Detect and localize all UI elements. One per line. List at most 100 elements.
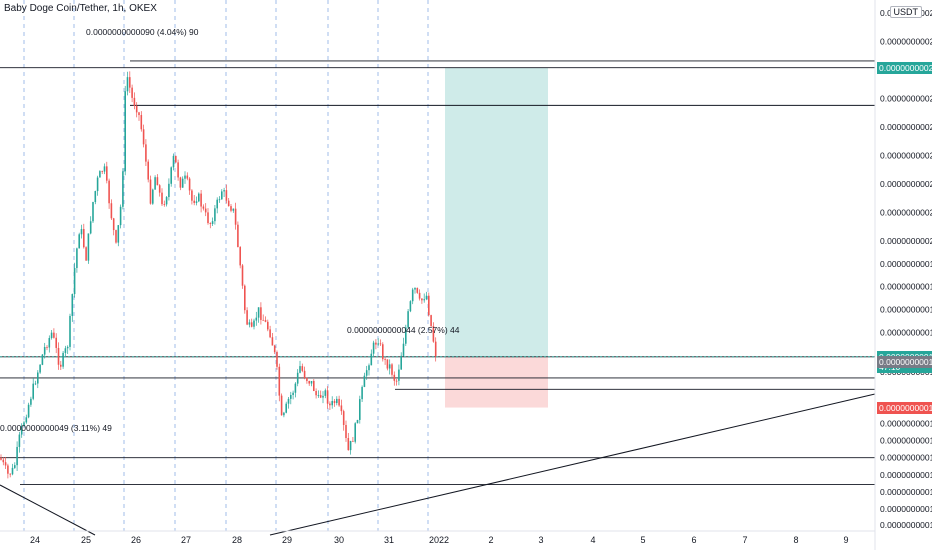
candle-body [4, 462, 7, 466]
candle-body [377, 343, 379, 345]
x-tick-label: 6 [691, 535, 696, 545]
candle-body [140, 115, 143, 130]
candle-body [193, 200, 195, 203]
candle-body [168, 183, 170, 198]
descending-trend-line [0, 484, 96, 536]
candle-body [257, 307, 260, 318]
measure-annotation: 0.0000000000090 (4.04%) 90 [86, 27, 199, 37]
long-position-tool[interactable] [445, 67, 548, 408]
candle-body [363, 375, 366, 387]
candle-body [135, 105, 138, 113]
candle-body [322, 395, 324, 398]
candle-body [372, 342, 375, 354]
stop-price-label: 0.0000000001708 [877, 401, 932, 414]
x-tick-label: 24 [30, 535, 40, 545]
candle-body [96, 177, 99, 192]
candle-body [202, 206, 205, 209]
candle-body [126, 77, 129, 92]
candle-body [43, 347, 46, 355]
candle-body [271, 337, 274, 346]
candle-body [361, 386, 363, 400]
price-axis[interactable]: 0.00000000024000.00000000023500.00000000… [880, 8, 932, 530]
y-tick-label: 0.0000000002350 [880, 37, 932, 47]
candle-body [375, 342, 377, 345]
candle-body [329, 403, 331, 406]
candle-body [276, 352, 278, 367]
loss-zone [445, 356, 548, 408]
candle-body [324, 390, 327, 396]
candle-body [60, 364, 62, 367]
candle-body [278, 366, 281, 396]
candle-body [386, 359, 389, 369]
candle-body [156, 177, 159, 186]
candle-body [177, 162, 179, 178]
candle-body [283, 412, 285, 416]
x-tick-label: 2 [488, 535, 493, 545]
candle-body [299, 366, 301, 373]
horizontal-levels[interactable] [0, 60, 875, 485]
candle-body [409, 301, 412, 312]
candle-body [290, 394, 292, 399]
candle-body [405, 327, 407, 344]
candle-body [303, 370, 306, 379]
candle-body [41, 354, 44, 365]
target-price-label: 0.0000000002304 [877, 61, 932, 74]
trend-lines[interactable] [0, 393, 876, 536]
y-tick-label: 0.0000000001920 [880, 282, 932, 292]
candle-body [287, 398, 290, 404]
x-tick-label: 26 [131, 535, 141, 545]
x-tick-label: 7 [742, 535, 747, 545]
candle-body [99, 171, 101, 178]
candle-body [191, 190, 193, 201]
candle-body [78, 234, 80, 249]
x-tick-label: 8 [793, 535, 798, 545]
candle-body [131, 87, 133, 98]
x-tick-label: 28 [232, 535, 242, 545]
candle-body [46, 347, 48, 348]
candle-body [69, 315, 71, 347]
x-tick-label: 9 [843, 535, 848, 545]
candle-body [184, 175, 186, 179]
measurement-annotations: 0.0000000000090 (4.04%) 90 0.000000000004… [0, 27, 460, 433]
candle-body [269, 329, 271, 338]
candle-body [432, 326, 435, 342]
candle-body [211, 221, 214, 224]
measure-annotation: 0.0000000000044 (2.57%) 44 [347, 325, 460, 335]
candle-body [179, 177, 182, 188]
candle-body [237, 224, 239, 248]
candle-body [365, 370, 368, 376]
candle-body [154, 177, 156, 190]
candle-body [18, 434, 21, 447]
candle-body [119, 206, 122, 226]
candle-body [76, 248, 78, 268]
candle-body [234, 208, 237, 225]
candle-body [294, 383, 297, 393]
candle-body [16, 446, 18, 466]
candle-body [165, 197, 168, 205]
candle-body [264, 320, 267, 322]
x-tick-label: 27 [181, 535, 191, 545]
candle-body [221, 191, 223, 200]
x-tick-label: 30 [334, 535, 344, 545]
y-tick-label: 0.0000000001680 [880, 419, 932, 429]
candle-body [414, 287, 416, 290]
candle-body [92, 202, 94, 222]
candle-body [388, 364, 391, 369]
candle-body [280, 395, 283, 416]
time-axis[interactable]: 24 25 26 27 28 29 30 31 2022 2 3 4 5 6 7 8 9 [30, 535, 849, 545]
currency-badge[interactable]: USDT [889, 6, 922, 18]
y-tick-label: 0.0000000001502 [880, 520, 932, 530]
candle-body [273, 345, 276, 353]
y-tick-label: 0.0000000002200 [880, 122, 932, 132]
candle-body [147, 161, 149, 180]
candle-body [55, 337, 57, 348]
candle-body [319, 395, 322, 398]
x-tick-label: 29 [282, 535, 292, 545]
candle-body [204, 208, 207, 213]
candle-body [186, 175, 189, 179]
candle-body [340, 405, 343, 412]
candle-body [209, 223, 212, 224]
candle-body [430, 315, 432, 327]
candle-body [110, 203, 113, 219]
